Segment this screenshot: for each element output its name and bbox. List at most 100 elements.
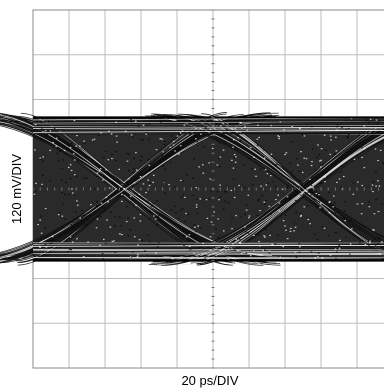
noise-speck	[195, 127, 197, 130]
noise-speck	[245, 204, 248, 206]
noise-speck	[231, 159, 233, 161]
noise-speck	[336, 129, 338, 131]
noise-speck	[280, 244, 282, 247]
noise-speck	[195, 138, 197, 140]
noise-speck	[345, 128, 347, 130]
noise-speck	[217, 218, 219, 220]
noise-speck	[269, 175, 272, 177]
noise-speck	[258, 240, 260, 243]
noise-speck	[219, 184, 221, 186]
noise-speck	[328, 191, 330, 193]
noise-speck	[240, 253, 243, 255]
noise-speck	[136, 255, 139, 258]
noise-speck	[144, 250, 146, 252]
noise-speck	[369, 241, 371, 244]
noise-speck	[335, 136, 337, 138]
noise-speck	[102, 179, 104, 181]
noise-speck	[33, 193, 36, 195]
noise-speck	[179, 132, 182, 134]
noise-speck	[82, 177, 85, 180]
noise-speck	[211, 147, 214, 150]
noise-speck	[40, 232, 43, 234]
noise-speck	[205, 199, 208, 201]
noise-speck	[373, 229, 375, 231]
noise-speck	[264, 249, 266, 251]
noise-speck	[130, 134, 133, 136]
noise-speck	[347, 137, 350, 139]
noise-speck	[168, 184, 170, 186]
noise-speck	[156, 200, 159, 202]
noise-speck	[138, 239, 141, 241]
noise-speck	[320, 202, 322, 204]
noise-speck	[87, 241, 89, 243]
noise-speck	[272, 181, 275, 183]
noise-speck	[303, 157, 306, 159]
noise-speck	[149, 241, 151, 243]
noise-speck	[218, 142, 221, 144]
noise-speck	[300, 214, 302, 216]
noise-speck	[238, 242, 241, 244]
noise-speck	[40, 121, 43, 123]
noise-speck	[188, 234, 191, 236]
rail-trace	[32, 255, 384, 257]
noise-speck	[332, 206, 334, 208]
noise-speck	[294, 226, 297, 228]
eye-trace	[144, 121, 384, 254]
noise-speck	[93, 138, 96, 140]
noise-speck	[218, 166, 221, 168]
noise-speck	[154, 218, 157, 220]
noise-speck	[76, 134, 78, 137]
noise-speck	[142, 124, 145, 126]
noise-speck	[147, 234, 149, 236]
noise-speck	[149, 170, 151, 172]
noise-speck	[232, 139, 235, 141]
noise-speck	[111, 240, 114, 243]
noise-speck	[278, 138, 280, 140]
noise-speck	[210, 221, 213, 223]
noise-speck	[320, 148, 323, 150]
noise-speck	[73, 159, 76, 161]
noise-speck	[121, 195, 124, 197]
noise-speck	[130, 121, 133, 123]
noise-speck	[111, 153, 113, 156]
noise-speck	[69, 236, 72, 238]
noise-speck	[334, 212, 337, 214]
noise-speck	[142, 183, 145, 185]
noise-speck	[241, 127, 243, 129]
noise-speck	[243, 164, 245, 166]
noise-speck	[49, 243, 51, 245]
noise-speck	[41, 183, 43, 185]
noise-speck	[244, 226, 246, 228]
noise-speck	[363, 167, 366, 169]
noise-speck	[375, 171, 377, 173]
noise-speck	[193, 158, 195, 160]
noise-speck	[299, 213, 302, 215]
noise-speck	[100, 132, 103, 134]
noise-speck	[192, 194, 195, 196]
noise-speck	[39, 157, 42, 159]
noise-speck	[138, 193, 141, 195]
noise-speck	[105, 169, 108, 171]
noise-speck	[115, 135, 118, 137]
noise-speck	[188, 245, 191, 248]
noise-speck	[42, 174, 44, 177]
noise-speck	[115, 151, 117, 153]
noise-speck	[338, 178, 341, 180]
noise-speck	[350, 219, 352, 221]
noise-speck	[163, 182, 166, 184]
noise-speck	[257, 152, 259, 154]
eye-fill	[33, 117, 384, 261]
noise-speck	[176, 119, 179, 121]
noise-speck	[35, 191, 37, 193]
noise-speck	[107, 201, 109, 203]
noise-speck	[90, 204, 92, 206]
noise-speck	[181, 180, 184, 182]
noise-speck	[47, 130, 50, 132]
noise-speck	[311, 126, 313, 128]
noise-speck	[318, 154, 320, 156]
noise-speck	[312, 187, 314, 189]
noise-speck	[224, 200, 226, 202]
noise-speck	[61, 192, 63, 194]
noise-speck	[279, 121, 282, 123]
noise-speck	[245, 252, 247, 254]
